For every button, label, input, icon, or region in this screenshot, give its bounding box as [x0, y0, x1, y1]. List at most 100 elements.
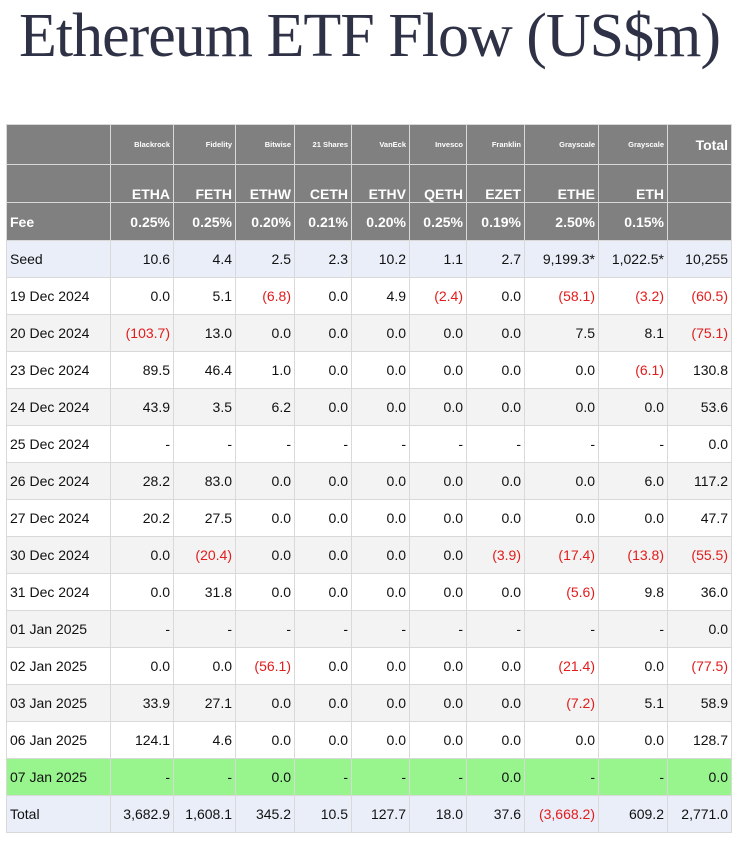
- flow-cell: -: [110, 610, 174, 648]
- flow-cell: 2.3: [294, 240, 352, 278]
- etf-flow-table: Blackrock Fidelity Bitwise 21 Shares Van…: [6, 124, 732, 833]
- flow-cell: -: [524, 425, 599, 463]
- ticker-cell: CETH: [294, 164, 352, 203]
- flow-cell: -: [173, 425, 236, 463]
- ticker-cell: EZET: [466, 164, 525, 203]
- flow-cell: 0.0: [466, 684, 525, 722]
- flow-cell: 8.1: [598, 314, 668, 352]
- flow-cell: 124.1: [110, 721, 174, 759]
- row-total: (77.5): [667, 647, 732, 685]
- flow-cell: 0.0: [409, 499, 467, 537]
- flow-cell: 0.0: [524, 721, 599, 759]
- flow-cell: -: [351, 758, 410, 796]
- flow-cell: 0.0: [409, 351, 467, 389]
- flow-cell: -: [598, 425, 668, 463]
- flow-cell: 0.0: [294, 499, 352, 537]
- row-total: 36.0: [667, 573, 732, 611]
- row-label: 06 Jan 2025: [6, 721, 111, 759]
- row-label: 02 Jan 2025: [6, 647, 111, 685]
- flow-cell: 0.0: [351, 499, 410, 537]
- ticker-cell: ETHW: [235, 164, 295, 203]
- flow-cell: (17.4): [524, 536, 599, 574]
- flow-cell: 0.0: [466, 499, 525, 537]
- row-label: 20 Dec 2024: [6, 314, 111, 352]
- row-total: 0.0: [667, 425, 732, 463]
- flow-cell: 0.0: [351, 684, 410, 722]
- total-cell: 37.6: [466, 795, 525, 833]
- row-label: 27 Dec 2024: [6, 499, 111, 537]
- flow-cell: 0.0: [598, 499, 668, 537]
- flow-cell: 0.0: [235, 758, 295, 796]
- flow-cell: -: [598, 758, 668, 796]
- flow-cell: -: [235, 610, 295, 648]
- row-label: 26 Dec 2024: [6, 462, 111, 500]
- flow-cell: 6.2: [235, 388, 295, 426]
- row-total: 128.7: [667, 721, 732, 759]
- flow-cell: -: [409, 758, 467, 796]
- flow-cell: 0.0: [235, 684, 295, 722]
- ticker-total-blank: [667, 164, 732, 203]
- flow-cell: 0.0: [351, 647, 410, 685]
- total-cell: 345.2: [235, 795, 295, 833]
- flow-cell: 0.0: [466, 573, 525, 611]
- issuer-cell: Grayscale: [598, 124, 668, 165]
- flow-cell: 9.8: [598, 573, 668, 611]
- flow-cell: 28.2: [110, 462, 174, 500]
- flow-cell: 0.0: [409, 647, 467, 685]
- issuer-cell: Blackrock: [110, 124, 174, 165]
- flow-cell: 4.9: [351, 277, 410, 315]
- flow-cell: (21.4): [524, 647, 599, 685]
- flow-cell: 0.0: [351, 573, 410, 611]
- flow-cell: 0.0: [351, 314, 410, 352]
- flow-cell: 0.0: [524, 499, 599, 537]
- flow-cell: 13.0: [173, 314, 236, 352]
- total-cell: (3,668.2): [524, 795, 599, 833]
- flow-cell: 43.9: [110, 388, 174, 426]
- table-row: 03 Jan 2025 33.9 27.1 0.0 0.0 0.0 0.0 0.…: [6, 684, 732, 722]
- flow-cell: 0.0: [409, 388, 467, 426]
- flow-cell: 5.1: [598, 684, 668, 722]
- flow-cell: 0.0: [524, 462, 599, 500]
- ticker-cell: ETHV: [351, 164, 410, 203]
- table-row: 24 Dec 2024 43.9 3.5 6.2 0.0 0.0 0.0 0.0…: [6, 388, 732, 426]
- row-label: 19 Dec 2024: [6, 277, 111, 315]
- flow-cell: 0.0: [409, 536, 467, 574]
- issuer-cell: VanEck: [351, 124, 410, 165]
- flow-cell: (58.1): [524, 277, 599, 315]
- flow-cell: 0.0: [110, 573, 174, 611]
- fee-cell: 2.50%: [524, 202, 599, 241]
- flow-cell: 0.0: [294, 388, 352, 426]
- row-label: 30 Dec 2024: [6, 536, 111, 574]
- flow-cell: 2.7: [466, 240, 525, 278]
- flow-cell: (7.2): [524, 684, 599, 722]
- flow-cell: 0.0: [524, 388, 599, 426]
- flow-cell: 89.5: [110, 351, 174, 389]
- row-total: (75.1): [667, 314, 732, 352]
- flow-cell: 0.0: [294, 721, 352, 759]
- flow-cell: 0.0: [235, 314, 295, 352]
- issuer-cell: Fidelity: [173, 124, 236, 165]
- flow-cell: 4.6: [173, 721, 236, 759]
- flow-cell: -: [110, 425, 174, 463]
- fee-label: Fee: [6, 202, 111, 241]
- flow-cell: (13.8): [598, 536, 668, 574]
- flow-cell: 2.5: [235, 240, 295, 278]
- flow-cell: 0.0: [351, 351, 410, 389]
- issuer-cell: Bitwise: [235, 124, 295, 165]
- flow-cell: 6.0: [598, 462, 668, 500]
- total-cell: 609.2: [598, 795, 668, 833]
- flow-cell: 46.4: [173, 351, 236, 389]
- flow-cell: -: [351, 425, 410, 463]
- flow-cell: 0.0: [466, 314, 525, 352]
- totals-row: Total 3,682.9 1,608.1 345.2 10.5 127.7 1…: [6, 795, 732, 833]
- flow-cell: 0.0: [110, 277, 174, 315]
- flow-cell: 0.0: [110, 536, 174, 574]
- row-total: 130.8: [667, 351, 732, 389]
- flow-cell: 0.0: [466, 647, 525, 685]
- row-label: Seed: [6, 240, 111, 278]
- table-row: 01 Jan 2025 - - - - - - - - - 0.0: [6, 610, 732, 648]
- row-label: 01 Jan 2025: [6, 610, 111, 648]
- flow-cell: 83.0: [173, 462, 236, 500]
- flow-cell: 0.0: [110, 647, 174, 685]
- row-total: 58.9: [667, 684, 732, 722]
